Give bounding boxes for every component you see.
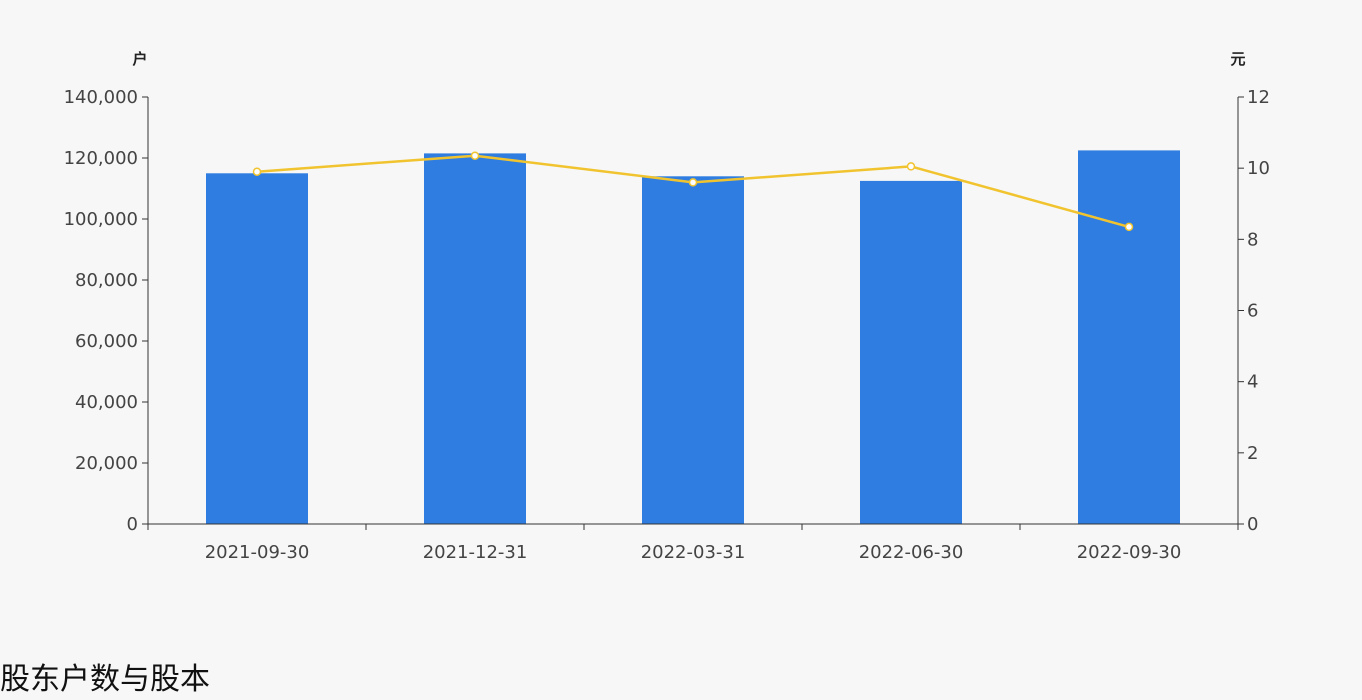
- right-axis-tick-label: 12: [1247, 87, 1270, 108]
- axes-layer: 户 元 0 20,000 40,000 60,000 80,000 100,000 120,…: [64, 50, 1270, 563]
- bar-2022-09-30: [1078, 150, 1180, 524]
- right-axis-tick-label: 4: [1247, 372, 1258, 393]
- x-axis-category-label: 2022-09-30: [1077, 542, 1182, 563]
- left-axis-unit: 户: [132, 50, 147, 68]
- bar-2022-03-31: [642, 176, 744, 525]
- left-axis-tick-label: 80,000: [75, 270, 138, 291]
- x-axis-category-label: 2021-12-31: [423, 542, 528, 563]
- line-layer: [252, 151, 1134, 232]
- right-axis-tick-label: 0: [1247, 514, 1258, 535]
- line-point-2022-06-30: [906, 162, 916, 171]
- left-axis-tick-label: 0: [127, 514, 138, 535]
- section-title: 股东户数与股本: [0, 662, 210, 697]
- right-axis-unit: 元: [1230, 50, 1245, 68]
- chart-container: 户 元 0 20,000 40,000 60,000 80,000 100,000 120,…: [64, 50, 1270, 563]
- left-axis-tick-label: 100,000: [64, 209, 138, 230]
- bars-layer: [206, 150, 1180, 525]
- right-axis-tick-label: 2: [1247, 443, 1258, 464]
- bar-2021-12-31: [424, 153, 526, 524]
- bar-2021-09-30: [206, 173, 308, 525]
- combo-chart: 户 元 0 20,000 40,000 60,000 80,000 100,000 120,…: [64, 50, 1270, 563]
- right-axis-tick-label: 10: [1247, 158, 1270, 179]
- x-axis-category-label: 2022-03-31: [641, 542, 746, 563]
- right-axis-tick-label: 8: [1247, 229, 1258, 250]
- line-point-2021-09-30: [252, 167, 262, 176]
- left-axis-tick-label: 40,000: [75, 392, 138, 413]
- line-point-2022-09-30: [1124, 222, 1134, 232]
- right-axis-tick-label: 6: [1247, 301, 1258, 322]
- line-point-2021-12-31: [470, 151, 480, 160]
- left-axis-tick-label: 20,000: [75, 453, 138, 474]
- line-point-2022-03-31: [688, 178, 698, 187]
- x-axis-category-label: 2021-09-30: [205, 542, 310, 563]
- x-axis-category-label: 2022-06-30: [859, 542, 964, 563]
- left-axis-tick-label: 60,000: [75, 331, 138, 352]
- bar-2022-06-30: [860, 180, 962, 524]
- left-axis-tick-label: 140,000: [64, 87, 138, 108]
- left-axis-tick-label: 120,000: [64, 148, 138, 169]
